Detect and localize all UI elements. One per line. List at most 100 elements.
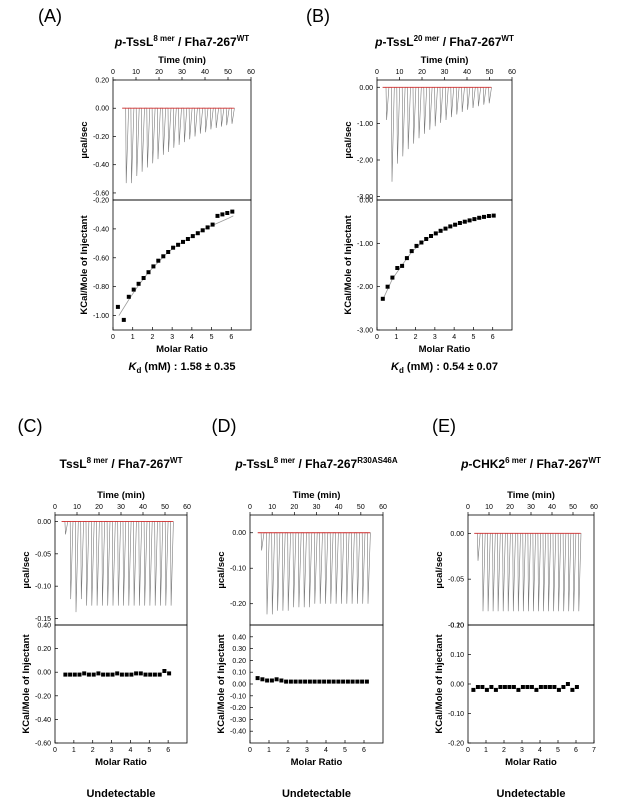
isotherm-point bbox=[185, 237, 190, 241]
iso-y-tick-label: 0.20 bbox=[232, 658, 246, 665]
isotherm-point bbox=[220, 212, 225, 217]
time-tick-label: 60 bbox=[379, 504, 387, 511]
kd-result: Kd (mM) : 0.54 ± 0.07 bbox=[391, 361, 498, 375]
molar-ratio-tick-label: 0 bbox=[375, 334, 379, 341]
time-tick-label: 30 bbox=[178, 69, 186, 76]
raw-y-tick-label: -0.10 bbox=[230, 566, 246, 573]
time-tick-label: 0 bbox=[248, 504, 252, 511]
molar-ratio-axis-title: Molar Ratio bbox=[419, 344, 471, 355]
time-tick-label: 30 bbox=[117, 504, 125, 511]
iso-y-tick-label: -0.10 bbox=[448, 711, 464, 718]
isotherm-frame bbox=[376, 199, 513, 331]
isotherm-point bbox=[360, 679, 365, 684]
raw-data-frame bbox=[54, 514, 188, 626]
isotherm-point bbox=[547, 685, 552, 689]
isotherm-point bbox=[404, 256, 409, 261]
time-tick-label: 50 bbox=[569, 504, 577, 511]
isotherm-point bbox=[119, 672, 124, 677]
time-tick-label: 60 bbox=[590, 504, 598, 511]
time-tick-label: 20 bbox=[155, 69, 163, 76]
isotherm-point bbox=[161, 254, 166, 259]
kd-result: Kd (mM) : 1.58 ± 0.35 bbox=[129, 361, 236, 375]
iso-y-tick-label: 0.40 bbox=[232, 634, 246, 641]
isotherm-point bbox=[136, 281, 141, 286]
isotherm-point bbox=[141, 276, 146, 280]
iso-y-tick-label: -0.40 bbox=[230, 729, 246, 736]
isotherm-point bbox=[570, 687, 575, 692]
isotherm-point bbox=[269, 678, 274, 683]
molar-ratio-tick-label: 1 bbox=[131, 334, 135, 341]
undetectable-result: Undetectable bbox=[282, 788, 351, 800]
isotherm-point bbox=[225, 211, 230, 215]
molar-ratio-tick-label: 6 bbox=[491, 334, 495, 341]
molar-ratio-tick-label: 5 bbox=[471, 334, 475, 341]
isotherm-point bbox=[166, 250, 171, 254]
undetectable-result: Undetectable bbox=[496, 788, 565, 800]
isotherm-point bbox=[471, 687, 476, 692]
isotherm-point bbox=[443, 226, 448, 231]
isotherm-point bbox=[200, 228, 205, 233]
isotherm-point bbox=[307, 679, 312, 684]
isotherm-point bbox=[493, 687, 498, 692]
molar-ratio-tick-label: 3 bbox=[170, 334, 174, 341]
time-tick-label: 40 bbox=[201, 69, 209, 76]
isotherm-point bbox=[331, 679, 336, 684]
molar-ratio-tick-label: 1 bbox=[267, 747, 271, 754]
isotherm-point bbox=[498, 685, 503, 689]
molar-ratio-tick-label: 7 bbox=[592, 747, 596, 754]
time-tick-label: 10 bbox=[396, 69, 404, 76]
undetectable-result: Undetectable bbox=[86, 788, 155, 800]
isotherm-point bbox=[424, 237, 429, 241]
iso-y-tick-label: -0.10 bbox=[230, 693, 246, 700]
isotherm-point bbox=[279, 678, 284, 683]
isotherm-point bbox=[230, 209, 235, 214]
isotherm-point bbox=[538, 685, 543, 689]
iso-y-tick-label: -0.60 bbox=[93, 255, 109, 262]
molar-ratio-tick-label: 5 bbox=[343, 747, 347, 754]
isotherm-point bbox=[96, 671, 101, 676]
time-axis-title: Time (min) bbox=[97, 490, 145, 501]
isotherm-point bbox=[556, 687, 561, 692]
time-axis-title: Time (min) bbox=[158, 55, 206, 66]
raw-y-tick-label: -1.00 bbox=[357, 121, 373, 128]
raw-y-tick-label: -0.10 bbox=[448, 623, 464, 630]
panel-label: (D) bbox=[212, 416, 237, 436]
isotherm-point bbox=[385, 284, 390, 289]
time-tick-label: 20 bbox=[290, 504, 298, 511]
itc-panel-d: (D) p-TssL8 mer / Fha7-267R30AS46A Time (m… bbox=[212, 416, 398, 800]
molar-ratio-tick-label: 2 bbox=[150, 334, 154, 341]
isotherm-point bbox=[260, 677, 265, 682]
raw-y-tick-label: 0.20 bbox=[95, 78, 109, 85]
molar-ratio-axis-title: Molar Ratio bbox=[156, 344, 208, 355]
isotherm-point bbox=[322, 679, 327, 684]
time-tick-label: 0 bbox=[53, 504, 57, 511]
isotherm-point bbox=[124, 672, 129, 677]
time-tick-label: 10 bbox=[485, 504, 493, 511]
molar-ratio-tick-label: 0 bbox=[53, 747, 57, 754]
isotherm-point bbox=[395, 266, 400, 270]
isotherm-point bbox=[152, 672, 157, 677]
raw-y-tick-label: -0.05 bbox=[35, 551, 51, 558]
time-axis-title: Time (min) bbox=[507, 490, 555, 501]
time-tick-label: 10 bbox=[73, 504, 81, 511]
iso-y-tick-label: 0.10 bbox=[450, 652, 464, 659]
iso-y-tick-label: -3.00 bbox=[357, 328, 373, 335]
molar-ratio-tick-label: 6 bbox=[229, 334, 233, 341]
time-tick-label: 30 bbox=[313, 504, 321, 511]
isotherm-point bbox=[181, 239, 185, 244]
isotherm-point bbox=[462, 219, 467, 224]
iso-y-tick-label: -0.30 bbox=[230, 717, 246, 724]
isotherm-point bbox=[255, 676, 260, 681]
isotherm-point bbox=[293, 679, 298, 684]
isotherm-point bbox=[534, 687, 539, 692]
isotherm-point bbox=[105, 672, 110, 677]
molar-ratio-axis-title: Molar Ratio bbox=[95, 757, 147, 768]
isotherm-point bbox=[312, 679, 317, 684]
isotherm-point bbox=[525, 685, 530, 689]
isotherm-point bbox=[146, 270, 151, 275]
time-tick-label: 20 bbox=[418, 69, 426, 76]
iso-y-tick-label: -2.00 bbox=[357, 284, 373, 291]
iso-y-tick-label: -0.80 bbox=[93, 284, 109, 291]
isotherm-point bbox=[520, 685, 525, 689]
isotherm-fit-curve bbox=[382, 215, 495, 300]
